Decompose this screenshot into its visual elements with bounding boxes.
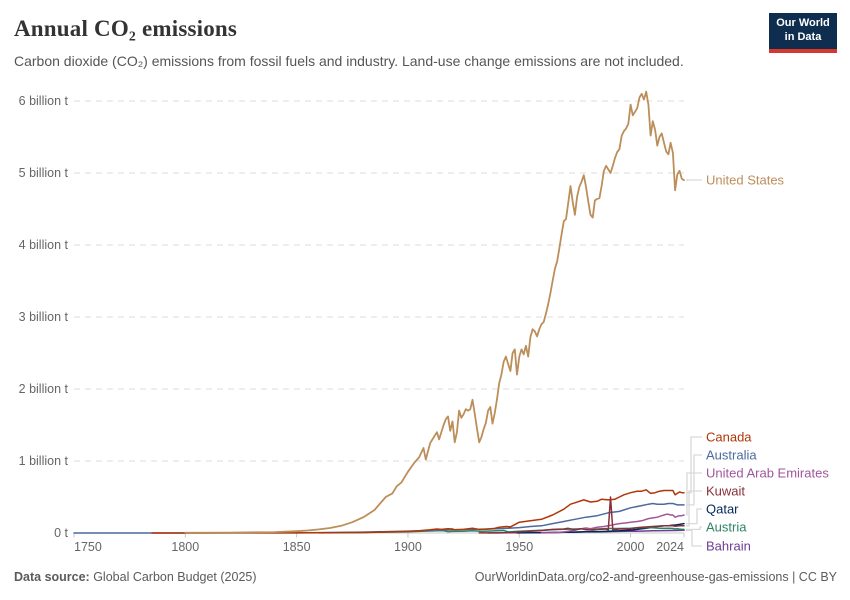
- series-label-qatar[interactable]: Qatar: [706, 502, 739, 517]
- y-axis-tick-label: 2 billion t: [19, 382, 69, 396]
- owid-logo-red-bar: [769, 48, 837, 53]
- label-connector-bahrain: [686, 529, 702, 547]
- series-label-united-arab-emirates[interactable]: United Arab Emirates: [706, 466, 829, 481]
- x-axis-tick-label: 2000: [617, 540, 645, 554]
- chart-title: Annual CO₂ emissions: [14, 16, 238, 41]
- owid-logo[interactable]: Our World in Data: [769, 13, 837, 53]
- label-connector-united-arab-emirates: [686, 472, 702, 516]
- label-connector-qatar: [686, 508, 702, 525]
- y-axis-tick-label: 6 billion t: [19, 94, 69, 108]
- series-label-kuwait[interactable]: Kuwait: [706, 484, 745, 499]
- y-axis-tick-label: 3 billion t: [19, 310, 69, 324]
- series-label-bahrain[interactable]: Bahrain: [706, 539, 751, 554]
- y-axis-tick-label: 1 billion t: [19, 454, 69, 468]
- data-source-note: Data source: Global Carbon Budget (2025): [14, 570, 257, 584]
- series-line-canada[interactable]: [151, 489, 685, 534]
- series-label-austria[interactable]: Austria: [706, 520, 747, 535]
- series-label-australia[interactable]: Australia: [706, 448, 757, 463]
- series-line-united-states[interactable]: [184, 90, 685, 534]
- credit-link[interactable]: OurWorldinData.org/co2-and-greenhouse-ga…: [474, 570, 837, 584]
- label-connector-kuwait: [686, 490, 702, 527]
- x-axis-tick-label: 1750: [74, 540, 102, 554]
- chart-subtitle: Carbon dioxide (CO₂) emissions from foss…: [14, 53, 684, 69]
- label-connector-austria: [686, 526, 702, 531]
- y-axis-tick-label: 4 billion t: [19, 238, 69, 252]
- y-axis-tick-label: 0 t: [54, 526, 68, 540]
- label-connector-australia: [686, 454, 702, 506]
- series-line-kuwait[interactable]: [478, 496, 685, 534]
- x-axis-tick-label: 1900: [394, 540, 422, 554]
- data-source-label: Data source:: [14, 570, 90, 584]
- data-source-value: Global Carbon Budget (2025): [89, 570, 257, 584]
- x-axis-tick-label: 2024: [656, 540, 684, 554]
- x-axis-tick-label: 1850: [283, 540, 311, 554]
- series-label-canada[interactable]: Canada: [706, 430, 752, 445]
- chart-footer: Data source: Global Carbon Budget (2025)…: [14, 570, 837, 584]
- series-label-united-states[interactable]: United States: [706, 173, 785, 188]
- owid-logo-text: Our World in Data: [769, 13, 837, 49]
- y-axis-tick-label: 5 billion t: [19, 166, 69, 180]
- x-axis-tick-label: 1800: [171, 540, 199, 554]
- x-axis-tick-label: 1950: [505, 540, 533, 554]
